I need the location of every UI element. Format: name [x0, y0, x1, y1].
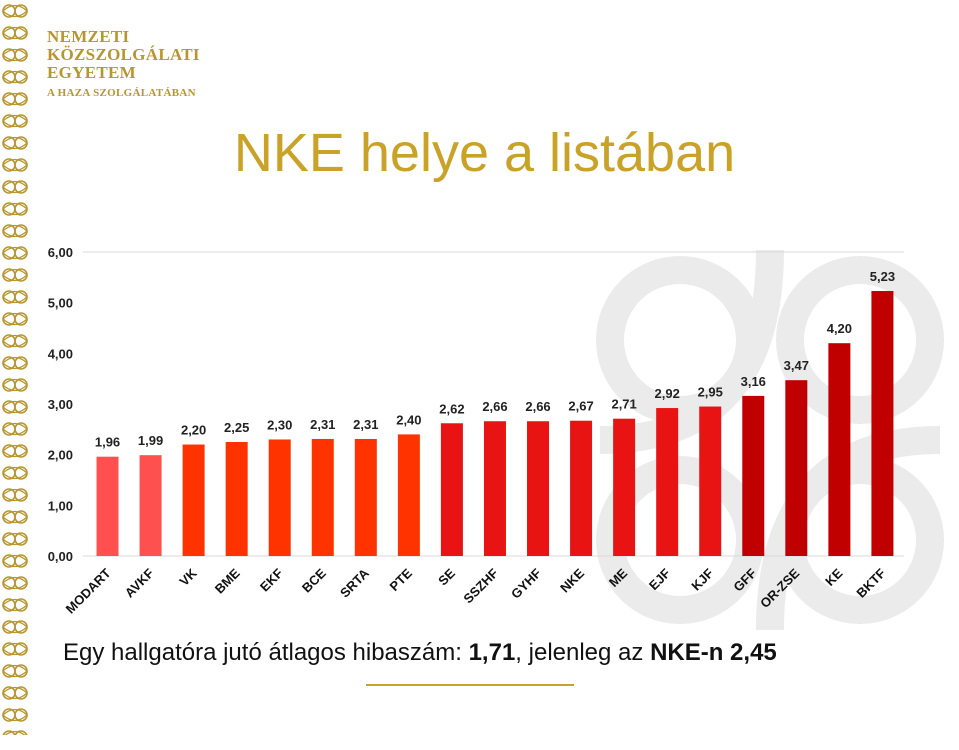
bar-srta — [354, 438, 377, 556]
bar-ejf — [656, 408, 679, 556]
data-label: 2,31 — [310, 417, 335, 432]
data-label: 3,47 — [784, 358, 809, 373]
bar-bktf — [871, 291, 894, 556]
note-prefix: Egy hallgatóra jutó átlagos hibaszám: — [63, 639, 469, 666]
logo-tagline: A HAZA SZOLGÁLATÁBAN — [47, 87, 196, 99]
x-tick-label: ME — [606, 565, 631, 590]
bar-sszhf — [483, 421, 506, 556]
bar-ke — [828, 343, 851, 556]
y-tick-label: 2,00 — [48, 448, 73, 463]
x-tick-label: SSZHF — [460, 565, 501, 606]
logo-line-2: KÖZSZOLGÁLATI — [47, 45, 200, 64]
x-tick-label: BME — [212, 565, 243, 596]
x-axis-labels: MODART AVKF VK BME EKF BCE SRTA PTE SE SSZHF GYHF N… — [63, 565, 889, 616]
bar-pte — [397, 434, 420, 556]
x-tick-label: PTE — [387, 565, 416, 594]
page-title: NKE helye a listában — [233, 123, 736, 183]
data-label: 2,71 — [611, 397, 636, 412]
x-tick-label: SE — [435, 565, 458, 588]
footnote: Egy hallgatóra jutó átlagos hibaszám: 1,… — [63, 638, 777, 668]
data-label: 2,66 — [525, 399, 550, 414]
data-label: 2,30 — [267, 417, 292, 432]
watermark-ornament — [596, 249, 944, 631]
x-tick-label: EKF — [257, 565, 286, 594]
bar-vk — [182, 444, 205, 556]
x-tick-label: BKTF — [853, 565, 888, 600]
y-tick-label: 1,00 — [48, 498, 73, 513]
bar-gyhf — [527, 421, 550, 556]
note-middle: , jelenleg az — [515, 639, 651, 666]
data-label: 2,92 — [655, 386, 680, 401]
bar-kjf — [699, 406, 722, 556]
divider-line — [366, 684, 574, 686]
bar-ekf — [268, 439, 291, 556]
value-labels: 1,96 1,99 2,20 2,25 2,30 2,31 2,31 2,40 2,62 2,66… — [95, 269, 895, 450]
note-value-average: 1,71 — [468, 639, 516, 666]
data-label: 2,31 — [353, 417, 378, 432]
y-tick-label: 0,00 — [48, 549, 73, 564]
data-label: 3,16 — [741, 374, 766, 389]
bars — [96, 291, 894, 556]
data-label: 1,96 — [95, 435, 120, 450]
x-tick-label: BCE — [299, 565, 329, 595]
y-tick-label: 3,00 — [48, 397, 73, 412]
data-label: 2,66 — [482, 399, 507, 414]
x-tick-label: KJF — [688, 565, 716, 593]
data-label: 2,40 — [396, 412, 421, 427]
bar-nke — [570, 420, 593, 556]
x-tick-label: EJF — [646, 565, 674, 593]
x-tick-label: SRTA — [337, 565, 372, 600]
y-tick-label: 4,00 — [48, 346, 73, 361]
x-tick-label: OR-ZSE — [757, 565, 803, 611]
data-label: 5,23 — [870, 269, 895, 284]
x-tick-label: GFF — [730, 565, 759, 594]
x-tick-label: GYHF — [508, 565, 544, 601]
data-label: 2,20 — [181, 423, 206, 438]
logo-line-1: NEMZETI — [47, 27, 130, 46]
x-tick-label: MODART — [63, 565, 114, 616]
y-tick-label: 6,00 — [48, 245, 73, 260]
bar-avkf — [139, 455, 162, 556]
bar-me — [613, 418, 636, 556]
bar-bce — [311, 438, 334, 556]
data-label: 4,20 — [827, 321, 852, 336]
logo-line-3: EGYETEM — [47, 63, 137, 82]
bar-modart — [96, 456, 119, 556]
data-label: 2,25 — [224, 420, 249, 435]
note-value-nke: NKE-n 2,45 — [650, 639, 777, 666]
bar-or-zse — [785, 380, 808, 556]
bar-bme — [225, 442, 248, 556]
data-label: 1,99 — [138, 433, 163, 448]
y-tick-label: 5,00 — [48, 296, 73, 311]
bar-se — [440, 423, 463, 556]
x-tick-label: AVKF — [122, 565, 157, 600]
decorative-border — [0, 0, 30, 735]
data-label: 2,95 — [698, 385, 723, 400]
bar-gff — [742, 395, 765, 556]
institution-logo: NEMZETI KÖZSZOLGÁLATI EGYETEM A HAZA SZO… — [47, 28, 200, 100]
data-label: 2,67 — [568, 399, 593, 414]
x-tick-label: NKE — [557, 565, 587, 595]
y-axis: 0,00 1,00 2,00 3,00 4,00 5,00 6,00 — [48, 245, 904, 564]
data-label: 2,62 — [439, 401, 464, 416]
x-tick-label: VK — [176, 565, 200, 589]
x-tick-label: KE — [822, 565, 846, 589]
